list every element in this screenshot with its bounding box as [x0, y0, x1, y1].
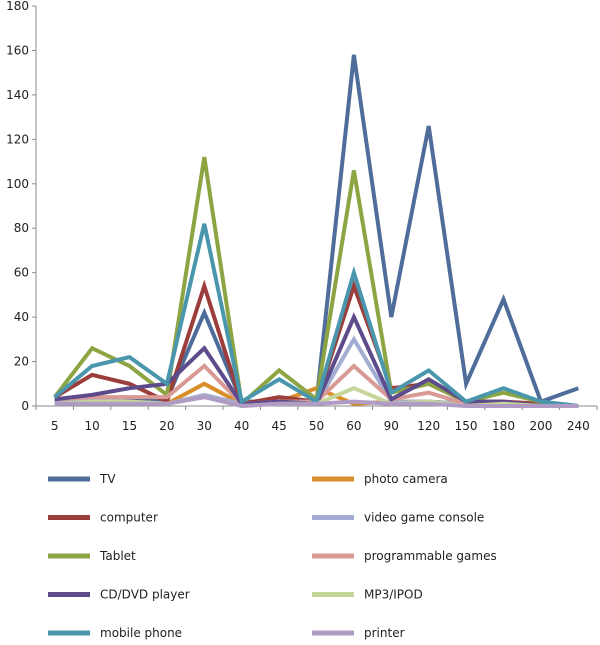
y-tick-label: 160	[6, 43, 29, 57]
legend-label: MP3/IPOD	[364, 588, 423, 602]
legend-item: programmable games	[312, 549, 497, 563]
series-line-printer	[54, 395, 579, 409]
legend-item: video game console	[312, 511, 484, 525]
x-tick-label: 10	[84, 419, 99, 433]
series-line-mobile-phone	[53, 223, 579, 408]
legend-item: printer	[312, 626, 405, 640]
legend-label: programmable games	[364, 549, 497, 563]
x-tick-label: 20	[159, 419, 174, 433]
x-tick-label: 45	[271, 419, 286, 433]
x-tick-label: 200	[529, 419, 552, 433]
legend-item: MP3/IPOD	[312, 588, 423, 602]
legend-label: TV	[99, 472, 116, 486]
y-tick-label: 0	[21, 399, 29, 413]
x-tick-label: 40	[234, 419, 249, 433]
legend: TV photo camera computer video game console…	[48, 472, 497, 640]
legend-label: video game console	[364, 511, 484, 525]
y-tick-label: 20	[14, 355, 29, 369]
y-tick-label: 120	[6, 132, 29, 146]
y-tick-label: 180	[6, 0, 29, 13]
x-tick-label: 15	[122, 419, 137, 433]
y-tick-label: 60	[14, 266, 29, 280]
x-tick-label: 90	[384, 419, 399, 433]
x-tick-label: 150	[455, 419, 478, 433]
legend-label: Tablet	[99, 549, 136, 563]
legend-label: photo camera	[364, 472, 448, 486]
series-lines	[53, 54, 579, 409]
legend-item: Tablet	[48, 549, 136, 563]
legend-item: photo camera	[312, 472, 448, 486]
x-tick-label: 50	[309, 419, 324, 433]
legend-item: CD/DVD player	[48, 588, 190, 602]
x-tick-label: 120	[417, 419, 440, 433]
legend-item: TV	[48, 472, 116, 486]
legend-item: computer	[48, 511, 158, 525]
y-tick-label: 40	[14, 310, 29, 324]
series-line-tv	[54, 54, 579, 405]
y-tick-label: 100	[6, 177, 29, 191]
legend-label: printer	[364, 626, 405, 640]
legend-item: mobile phone	[48, 626, 182, 640]
series-line-tablet	[53, 156, 579, 408]
x-tick-label: 30	[197, 419, 212, 433]
axes: 0 20 40 60 80 100 120 140 160 180 5 10 15 20 30 40 45 50 6…	[6, 0, 598, 433]
x-tick-label: 180	[492, 419, 515, 433]
x-tick-label: 5	[51, 419, 59, 433]
legend-label: mobile phone	[100, 626, 182, 640]
legend-label: computer	[100, 511, 158, 525]
x-tick-label: 60	[346, 419, 361, 433]
y-tick-label: 80	[14, 221, 29, 235]
legend-label: CD/DVD player	[100, 588, 190, 602]
x-tick-label: 240	[567, 419, 590, 433]
y-tick-label: 140	[6, 88, 29, 102]
